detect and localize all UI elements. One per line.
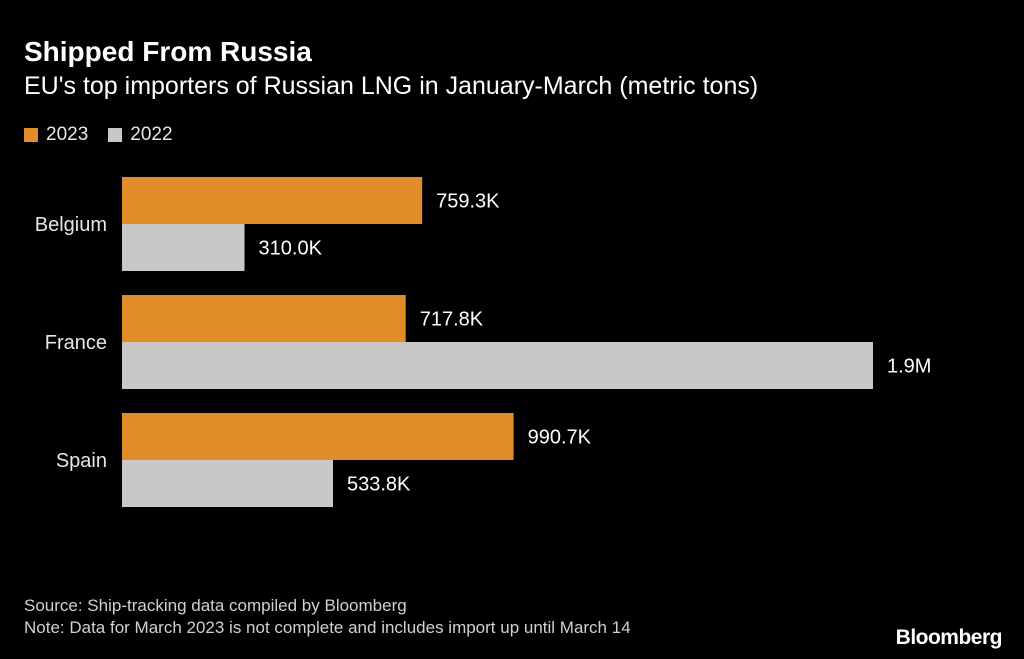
category-label-france: France <box>45 332 107 354</box>
chart-subtitle: EU's top importers of Russian LNG in Jan… <box>24 72 759 100</box>
bar-belgium-2022 <box>122 224 245 271</box>
legend: 2023 2022 <box>24 124 193 146</box>
legend-label-2022: 2022 <box>130 124 173 145</box>
bar-chart: Belgium 759.3K 310.0K France 717.8K 1.9M Spain… <box>35 177 931 507</box>
source-text: Source: Ship-tracking data compiled by B… <box>24 596 407 615</box>
bar-france-2022 <box>122 342 873 389</box>
legend-label-2023: 2023 <box>46 124 89 145</box>
data-label-spain-2023: 990.7K <box>528 427 592 449</box>
data-label-belgium-2023: 759.3K <box>436 191 500 213</box>
bloomberg-logo: Bloomberg <box>895 626 1003 649</box>
legend-swatch-2022 <box>108 128 123 142</box>
bar-spain-2023 <box>122 413 514 460</box>
bar-spain-2022 <box>122 460 333 507</box>
category-label-belgium: Belgium <box>35 214 107 236</box>
chart-title: Shipped From Russia <box>24 36 312 67</box>
legend-swatch-2023 <box>24 128 38 142</box>
category-label-spain: Spain <box>56 450 107 472</box>
data-label-belgium-2022: 310.0K <box>259 238 323 260</box>
data-label-spain-2022: 533.8K <box>347 474 411 496</box>
data-label-france-2022: 1.9M <box>887 356 931 378</box>
source-notes: Source: Ship-tracking data compiled by B… <box>24 595 631 639</box>
note-text: Note: Data for March 2023 is not complet… <box>24 618 631 637</box>
bar-france-2023 <box>122 295 406 342</box>
legend-item-2023: 2023 <box>24 124 88 146</box>
legend-item-2022: 2022 <box>108 124 173 146</box>
bar-belgium-2023 <box>122 177 423 224</box>
data-label-france-2023: 717.8K <box>420 309 484 331</box>
